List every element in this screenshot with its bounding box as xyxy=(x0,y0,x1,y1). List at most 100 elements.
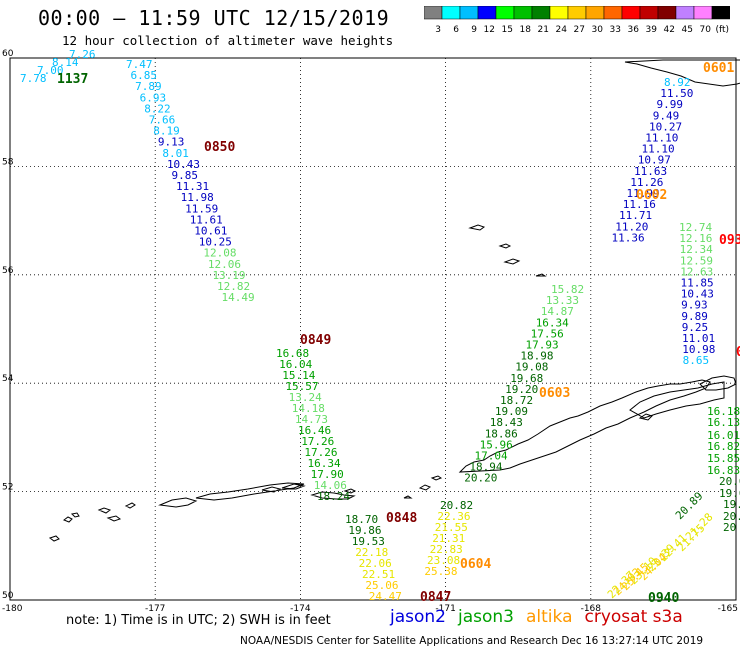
satellite-legend-item: altika xyxy=(526,607,573,627)
colorbar-label: 36 xyxy=(628,25,640,35)
pribilof-islands xyxy=(468,224,547,277)
swh-value: 12.74 xyxy=(679,221,712,234)
swh-value: 16.83 xyxy=(707,464,740,477)
swh-value: 8.01 xyxy=(162,147,189,160)
track-time-label: 0604 xyxy=(460,557,491,572)
swh-value: 18.43 xyxy=(490,416,523,429)
swh-value: 18.98 xyxy=(520,350,553,363)
colorbar-label: 12 xyxy=(484,25,495,35)
track-jason3-0940: 20.8921.2821.7522.4123.3924.0423.1025.45… xyxy=(605,490,716,606)
swh-value: 11.85 xyxy=(681,277,714,290)
swh-value: 20.0 xyxy=(719,475,740,488)
longitude-label: -171 xyxy=(435,604,455,614)
swh-value: 25.38 xyxy=(424,565,457,578)
swh-value: 22.18 xyxy=(355,546,388,559)
swh-value: 8.65 xyxy=(683,354,710,367)
swh-value: 16.18 xyxy=(707,405,740,418)
track-time-label: 0 xyxy=(736,345,740,360)
swh-value: 25.06 xyxy=(365,579,398,592)
swh-value: 18.70 xyxy=(345,513,378,526)
colorbar-label: 9 xyxy=(471,25,477,35)
swh-value: 16.13 xyxy=(707,416,740,429)
swh-value: 16.34 xyxy=(308,457,341,470)
colorbar-label: 3 xyxy=(435,25,441,35)
track-time-label: 093 xyxy=(719,233,740,248)
swh-value: 13.19 xyxy=(212,269,245,282)
swh-value: 20.82 xyxy=(440,499,473,512)
swh-value: 9.13 xyxy=(158,136,185,149)
swh-value: 14.87 xyxy=(541,305,574,318)
page-title: 00:00 — 11:59 UTC 12/15/2019 xyxy=(38,6,390,30)
colorbar-label: 33 xyxy=(610,25,621,35)
swh-value: 20.20 xyxy=(464,472,497,485)
latitude-label: 56 xyxy=(2,266,14,276)
track-time-label: 0940 xyxy=(648,591,679,606)
track-altika-0601: 0601 xyxy=(703,61,734,76)
swh-value: 20 xyxy=(723,521,736,534)
track-time-label: 0847 xyxy=(420,590,451,605)
colorbar-label: 24 xyxy=(556,25,568,35)
longitude-label: -177 xyxy=(145,604,165,614)
swh-value: 11.59 xyxy=(185,202,218,215)
swh-value: 20.55 xyxy=(723,510,740,523)
longitude-label: -180 xyxy=(2,604,23,614)
swh-value: 10.43 xyxy=(167,158,200,171)
swh-value: 15.96 xyxy=(480,438,513,451)
altimeter-tracks: 7.268.147.007.78 1137 7.476.857.896.938.22… xyxy=(20,48,740,606)
swh-value: 19.0 xyxy=(719,487,740,500)
swh-value: 9.25 xyxy=(682,321,709,334)
swh-value: 11.26 xyxy=(630,176,663,189)
longitude-label: -165 xyxy=(718,604,738,614)
alaska-mainland-south xyxy=(699,375,737,391)
swh-value: 16.68 xyxy=(276,347,309,360)
track-time-label: 0602 xyxy=(636,188,667,203)
latitude-label: 52 xyxy=(2,483,13,493)
swh-value: 9.93 xyxy=(681,299,708,312)
swh-value: 19.55 xyxy=(723,498,740,511)
colorbar-label: 45 xyxy=(682,25,693,35)
swh-value: 9.49 xyxy=(653,109,680,122)
swh-value: 10.97 xyxy=(638,154,671,167)
track-jason3-0849: 16.6816.0415.1415.5713.2414.1814.7316.46… xyxy=(276,333,350,503)
swh-value: 17.26 xyxy=(301,435,334,448)
track-altika-0602: 8.9211.509.999.4910.2711.1011.1010.9711.… xyxy=(612,76,694,244)
satellite-legend-item: cryosat s3a xyxy=(584,607,683,627)
swh-value: 19.09 xyxy=(495,405,528,418)
swh-value: 15.57 xyxy=(285,380,318,393)
swh-value: 8.19 xyxy=(153,125,180,138)
swh-value: 18.72 xyxy=(500,394,533,407)
swh-value: 11.20 xyxy=(615,220,648,233)
swh-value: 12.16 xyxy=(679,232,712,245)
swh-value: 17.26 xyxy=(304,446,337,459)
track-cryosat-093: 12.7412.1612.3412.5912.6311.8510.439.939… xyxy=(679,221,740,367)
swh-value: 17.04 xyxy=(475,450,508,463)
aleutian-islands-east xyxy=(458,379,711,473)
swh-value: 19.08 xyxy=(515,361,548,374)
swh-value: 22.36 xyxy=(437,510,470,523)
colorbar-label: 27 xyxy=(574,25,585,35)
swh-value: 12.59 xyxy=(680,254,713,267)
swh-value: 12.08 xyxy=(203,247,236,260)
swh-value: 14.73 xyxy=(295,413,328,426)
swh-value: 24.47 xyxy=(369,590,402,603)
swh-value: 13.33 xyxy=(546,294,579,307)
swh-value: 12.82 xyxy=(217,280,250,293)
swh-value: 8.14 xyxy=(52,56,79,69)
swh-value: 7.00 xyxy=(37,64,64,77)
swh-value: 14.06 xyxy=(314,479,347,492)
swh-value: 21.31 xyxy=(432,532,465,545)
coastline xyxy=(48,59,740,542)
satellite-legend-item: jason2 xyxy=(390,607,446,627)
swh-value: 18.24 xyxy=(317,490,350,503)
swh-value: 22.51 xyxy=(362,568,395,581)
colorbar-label: 18 xyxy=(520,25,532,35)
swh-value: 8.92 xyxy=(664,76,691,89)
track-time-label: 0601 xyxy=(703,61,734,76)
swh-value: 11.01 xyxy=(682,332,715,345)
swh-value: 17.93 xyxy=(526,339,559,352)
swh-value: 9.99 xyxy=(657,98,684,111)
aleutian-islands-central xyxy=(310,475,443,500)
longitude-label: -174 xyxy=(290,604,311,614)
colorbar-label: (ft) xyxy=(715,25,729,35)
